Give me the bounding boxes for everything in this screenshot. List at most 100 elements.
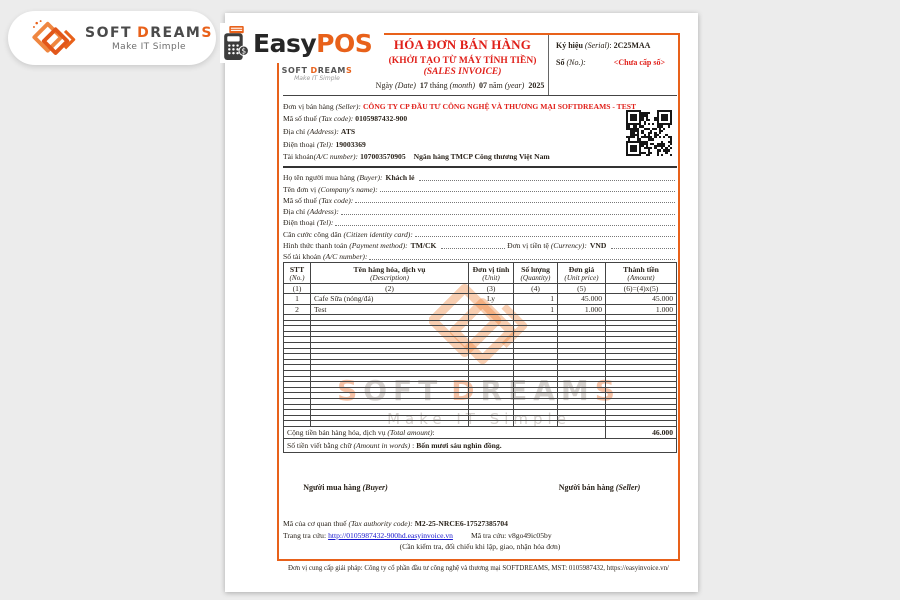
table-row: 1 Cafe Sữa (nóng/đá) Ly 1 45.000 45.000 <box>283 293 677 305</box>
table-row <box>283 403 677 411</box>
softdreams-logo-badge: SOFT DREAMS Make IT Simple <box>8 11 216 65</box>
table-row <box>283 336 677 343</box>
invoice-date-line: Ngày (Date) 17 tháng (month) 07 năm (yea… <box>375 81 545 90</box>
buyer-account-row: Số tài khoản (A/C number): <box>283 250 677 261</box>
seller-name-value: CÔNG TY CP ĐẦU TƯ CÔNG NGHỆ VÀ THƯƠNG MẠ… <box>362 101 637 111</box>
table-row <box>283 325 677 332</box>
invoice-title: HÓA ĐƠN BÁN HÀNG <box>393 37 532 52</box>
payment-method-value: TM/CK <box>410 241 437 251</box>
table-cell: 45.000 <box>605 293 677 305</box>
seller-tax-value: 0105987432-900 <box>355 114 408 124</box>
buyer-name-value: Khách lẻ <box>385 173 415 183</box>
table-row <box>283 414 677 422</box>
svg-text:$: $ <box>241 46 246 55</box>
seller-account-number: 107003570905 <box>360 152 406 162</box>
seller-name-row: Đơn vị bán hàng (Seller): CÔNG TY CP ĐẦU … <box>283 101 637 111</box>
table-cell: Cafe Sữa (nóng/đá) <box>310 293 469 305</box>
table-row <box>283 381 677 388</box>
table-cell <box>468 303 514 315</box>
col-unit: Đơn vị tính (Unit) <box>468 262 514 284</box>
table-cell: 45.000 <box>557 293 606 305</box>
table-cell <box>605 364 677 371</box>
table-row <box>283 314 677 321</box>
table-cell <box>605 397 677 405</box>
serial-block: Ký hiệu (Serial): 2C25MAA Số (No.): <Chư… <box>556 41 676 67</box>
seller-block: Đơn vị bán hàng (Seller): CÔNG TY CP ĐẦU … <box>283 100 637 163</box>
lookup-code-value: v8go49ic05by <box>508 530 552 540</box>
buyer-name-row: Họ tên người mua hàng (Buyer): Khách lẻ <box>283 171 677 182</box>
table-row <box>283 364 677 371</box>
table-cell <box>605 330 677 338</box>
buyer-payment-row: Hình thức thanh toán (Payment method): TM… <box>283 239 677 250</box>
soft-dreams-diamond-icon <box>32 20 76 55</box>
qr-code-icon <box>626 110 672 156</box>
table-row <box>283 330 677 338</box>
invoice-footer: Mã của cơ quan thuế (Tax authority code):… <box>283 518 677 553</box>
table-cell <box>605 369 677 377</box>
seller-bank-name: Ngân hàng TMCP Công thương Việt Nam <box>413 152 550 162</box>
softdreams-wordmark: SOFT DREAMS <box>85 24 213 41</box>
seller-signature-label: Người bán hàng (Seller) <box>558 483 641 492</box>
table-cell <box>605 325 677 332</box>
lookup-url-link[interactable]: http://0105987432-900hd.easyinvoice.vn <box>328 530 453 540</box>
col-unit-price: Đơn giá (Unit price) <box>557 262 606 284</box>
table-row <box>283 353 677 360</box>
tax-authority-code-row: Mã của cơ quan thuế (Tax authority code):… <box>283 519 508 529</box>
invoice-subtitle: (KHỞI TẠO TỪ MÁY TÍNH TIỀN) <box>388 56 537 66</box>
table-cell: 1 <box>513 303 558 315</box>
invoice-number-value: <Chưa cấp số> <box>613 58 666 67</box>
provider-line: Đơn vị cung cấp giải pháp: Công ty cổ ph… <box>288 565 669 572</box>
seller-address-value: ATS <box>340 126 356 136</box>
table-row <box>283 347 677 355</box>
table-cell <box>605 347 677 355</box>
col-description: Tên hàng hóa, dịch vụ (Description) <box>310 262 469 284</box>
col-stt: STT (No.) <box>283 262 311 284</box>
invoice-title-block: HÓA ĐƠN BÁN HÀNG (KHỞI TẠO TỪ MÁY TÍNH T… <box>380 37 545 77</box>
buyer-tax-row: Mã số thuế (Tax code): <box>283 194 677 205</box>
table-cell: 2 <box>283 303 311 315</box>
buyer-address-row: Địa chỉ (Address): <box>283 205 677 216</box>
softdreams-tagline: Make IT Simple <box>294 75 340 82</box>
items-table-section: STT (No.) Tên hàng hóa, dịch vụ (Descripti… <box>283 262 678 453</box>
pos-terminal-icon: $ <box>224 25 249 60</box>
table-cell <box>605 358 677 366</box>
buyer-cid-row: Căn cước công dân (Citizen identity card)… <box>283 227 677 239</box>
table-cell: 1.000 <box>605 303 677 315</box>
table-row <box>283 386 677 394</box>
table-cell <box>605 381 677 388</box>
softdreams-tagline: Make IT Simple <box>112 41 186 52</box>
table-cell <box>605 314 677 321</box>
amount-in-words-value: Bốn mươi sáu nghìn đồng. <box>416 440 502 450</box>
table-row: 2 Test 1 1.000 1.000 <box>283 303 677 315</box>
seller-address-row: Địa chỉ (Address): ATS <box>283 126 356 136</box>
table-cell <box>605 342 677 349</box>
table-cell <box>605 392 677 399</box>
easypos-wordmark: EasyPOS <box>253 28 373 58</box>
table-cell <box>605 319 677 327</box>
table-row <box>283 397 677 405</box>
table-cell <box>605 386 677 394</box>
col-amount: Thành tiền (Amount) <box>605 262 677 284</box>
buyer-phone-row: Điện thoại (Tel): <box>283 216 677 227</box>
table-header-row: STT (No.) Tên hàng hóa, dịch vụ (Descripti… <box>283 262 677 284</box>
tax-authority-code-value: M2-25-NRCE6-17527385704 <box>414 519 508 529</box>
invoice-number-row: Số (No.): <Chưa cấp số> <box>556 58 666 67</box>
table-cell: Test <box>310 303 469 315</box>
table-row <box>283 369 677 377</box>
table-cell <box>605 375 677 383</box>
table-row <box>283 342 677 349</box>
seller-buyer-separator <box>283 166 677 168</box>
serial-value: 2C25MAA <box>613 41 651 50</box>
table-cell <box>605 414 677 422</box>
table-cell: 1.000 <box>557 303 606 315</box>
col-quantity: Số lượng (Quantity) <box>513 262 558 284</box>
table-row <box>283 375 677 383</box>
table-row <box>283 358 677 366</box>
easypos-logo: $ EasyPOS <box>220 23 385 63</box>
softdreams-logo-text: SOFT DREAMS Make IT Simple <box>85 25 213 52</box>
table-cell: 1 <box>283 293 311 305</box>
table-cell <box>605 409 677 416</box>
items-table: STT (No.) Tên hàng hóa, dịch vụ (Descripti… <box>283 262 677 439</box>
invoice-subtitle-en: (SALES INVOICE) <box>423 67 502 77</box>
